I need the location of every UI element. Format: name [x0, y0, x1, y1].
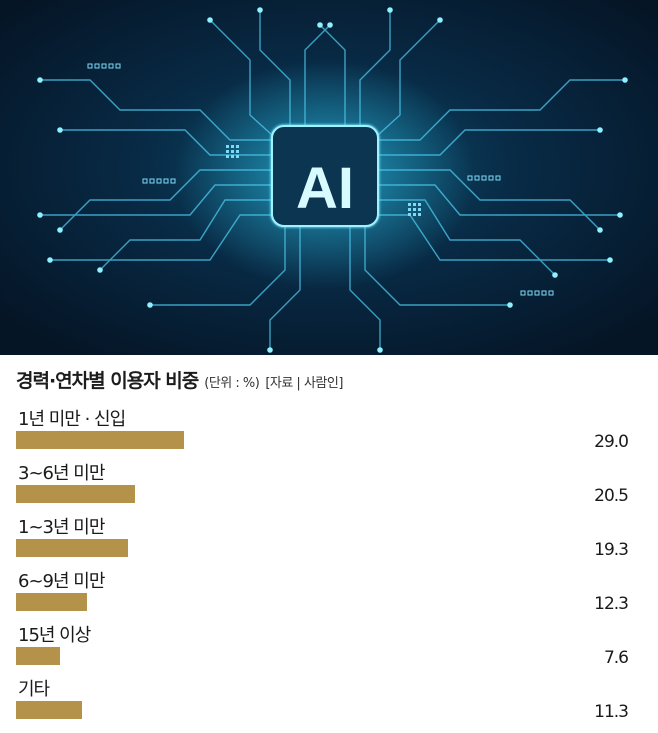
- bar-row: 15년 이상 7.6: [16, 621, 629, 675]
- ai-chip-logo: AI: [296, 156, 354, 221]
- bar-track: [16, 647, 596, 665]
- bar-track: [16, 431, 596, 449]
- value-label: 12.3: [594, 594, 629, 614]
- bar: [16, 431, 185, 449]
- bar: [16, 485, 135, 503]
- source-note: [자료 | 사람인]: [265, 376, 343, 391]
- category-label: 6~9년 미만: [18, 571, 105, 592]
- value-label: 29.0: [594, 432, 629, 452]
- chart-header: 경력·연차별 이용자 비중 (단위 : %) [자료 | 사람인]: [16, 366, 343, 393]
- category-label: 1~3년 미만: [18, 517, 105, 538]
- bar-chart: 1년 미만 · 신입 29.0 3~6년 미만 20.5 1~3년 미만 19.3 6~9년…: [16, 405, 629, 729]
- category-label: 1년 미만 · 신입: [18, 409, 126, 430]
- bar: [16, 539, 128, 557]
- bar-row: 1년 미만 · 신입 29.0: [16, 405, 629, 459]
- category-label: 15년 이상: [18, 625, 91, 646]
- bar-row: 6~9년 미만 12.3: [16, 567, 629, 621]
- bar-track: [16, 593, 596, 611]
- bar: [16, 647, 61, 665]
- bar: [16, 701, 82, 719]
- bar: [16, 593, 88, 611]
- bar-row: 기타 11.3: [16, 675, 629, 729]
- value-label: 20.5: [594, 486, 629, 506]
- value-label: 11.3: [594, 702, 629, 722]
- bar-row: 3~6년 미만 20.5: [16, 459, 629, 513]
- unit-note: (단위 : %): [204, 376, 260, 391]
- bar-track: [16, 539, 596, 557]
- bar-track: [16, 485, 596, 503]
- category-label: 기타: [18, 679, 50, 700]
- bar-row: 1~3년 미만 19.3: [16, 513, 629, 567]
- ai-circuit-banner: AI: [0, 0, 658, 355]
- category-label: 3~6년 미만: [18, 463, 105, 484]
- value-label: 7.6: [603, 648, 629, 668]
- value-label: 19.3: [594, 540, 629, 560]
- ai-chip: [271, 125, 379, 227]
- chart-title: 경력·연차별 이용자 비중: [16, 370, 199, 392]
- bar-track: [16, 701, 596, 719]
